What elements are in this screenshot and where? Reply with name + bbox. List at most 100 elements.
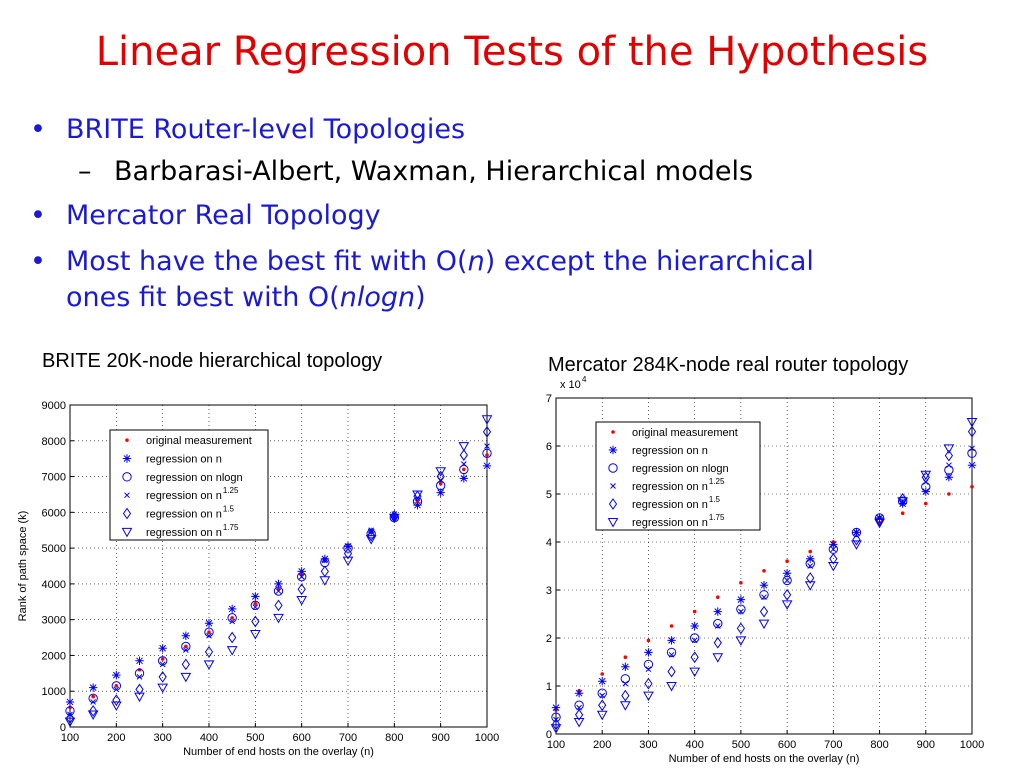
legend-label: regression on n	[632, 517, 708, 529]
bullet-marker: •	[30, 246, 46, 277]
data-point	[944, 449, 953, 462]
data-point	[762, 569, 766, 573]
data-point	[759, 590, 769, 600]
data-point	[782, 575, 792, 586]
data-point	[576, 704, 582, 711]
data-point	[438, 481, 443, 486]
data-point	[110, 701, 122, 712]
y-tick-label: 6000	[42, 507, 66, 519]
data-point	[485, 453, 489, 457]
x-axis-label: Number of end hosts on the overlay (n)	[183, 746, 374, 758]
data-point	[970, 485, 974, 489]
data-point	[807, 563, 814, 569]
x-tick-label: 100	[61, 732, 79, 744]
data-point	[181, 658, 190, 671]
legend-marker	[122, 472, 132, 482]
series-4	[65, 425, 492, 724]
data-point	[874, 513, 885, 523]
chart-right: 100 200 300 400 500 600 700 800 900 1000 0 1 2 3 4 5 6 7 N…	[546, 375, 984, 765]
legend-label-exponent: 1.75	[223, 523, 239, 532]
data-point	[829, 540, 838, 549]
y-tick-label: 9000	[42, 400, 66, 412]
data-point	[90, 699, 97, 705]
data-point	[923, 501, 928, 506]
x-tick-label: 600	[292, 732, 310, 744]
data-point	[551, 718, 561, 731]
data-point	[321, 557, 328, 564]
data-point	[667, 665, 676, 678]
data-point	[227, 604, 237, 614]
y-tick-label: 1	[546, 681, 552, 693]
bullet-text-part: ) except the hierarchical	[484, 246, 814, 277]
data-point	[204, 645, 214, 658]
data-point	[65, 697, 75, 707]
data-point	[967, 461, 977, 470]
data-point	[366, 527, 376, 537]
y-tick-label: 0	[546, 729, 552, 741]
data-point	[274, 599, 283, 612]
data-point	[320, 554, 330, 564]
data-point	[436, 470, 445, 483]
data-point	[297, 567, 306, 576]
data-point	[435, 467, 447, 477]
data-point	[666, 682, 677, 692]
data-point	[668, 651, 675, 658]
legend-label-exponent: 1.75	[709, 513, 725, 522]
legend-marker	[121, 527, 133, 538]
sub-bullet-text: Barbarasi-Albert, Waxman, Hierarchical m…	[114, 156, 754, 187]
legend-box	[109, 429, 269, 541]
y-tick-label: 8000	[42, 436, 66, 448]
data-point	[736, 604, 746, 614]
data-point	[944, 473, 954, 482]
y-multiplier-exponent: 4	[582, 375, 587, 384]
legend-label: regression on n	[632, 481, 708, 493]
data-point	[134, 692, 145, 703]
y-tick-label: 4000	[42, 579, 66, 591]
legend-label: original measurement	[146, 435, 252, 447]
y-tick-label: 5	[546, 489, 552, 501]
legend-label: regression on n	[632, 499, 708, 511]
legend-marker	[125, 438, 129, 442]
data-point	[274, 579, 283, 589]
x-tick-label: 700	[824, 739, 842, 751]
data-point	[667, 636, 676, 645]
data-point	[159, 661, 166, 668]
data-point	[135, 656, 144, 666]
data-point	[669, 624, 674, 628]
data-point	[296, 572, 307, 582]
bullet-marker: •	[30, 200, 46, 231]
data-point	[921, 487, 930, 496]
data-point	[206, 632, 212, 639]
data-point	[230, 616, 234, 620]
data-point	[229, 618, 236, 625]
data-point	[690, 621, 699, 631]
x-tick-label: 800	[870, 739, 888, 751]
data-point	[827, 562, 839, 572]
bullet-text-italic: nlogn	[339, 282, 416, 313]
data-point	[297, 583, 306, 596]
data-point	[160, 657, 165, 661]
data-point	[250, 600, 261, 611]
data-point	[830, 546, 837, 553]
x-tick-label: 700	[339, 732, 357, 744]
x-tick-label: 600	[778, 739, 796, 751]
data-point	[113, 686, 120, 693]
data-point	[852, 533, 861, 546]
bullet-text: Mercator Real Topology	[66, 200, 381, 231]
series-1	[65, 461, 492, 707]
data-point	[365, 535, 377, 545]
chart-title-left: BRITE 20K-node hierarchical topology	[42, 350, 383, 372]
data-point	[249, 629, 261, 640]
series-5	[64, 415, 493, 728]
data-point	[253, 601, 258, 606]
x-tick-label: 1000	[960, 739, 984, 751]
data-point	[158, 644, 167, 653]
data-point	[713, 636, 722, 649]
data-point	[713, 607, 722, 616]
y-axis-label: Rank of path space (k)	[17, 511, 29, 622]
data-point	[482, 425, 492, 438]
data-point	[157, 683, 169, 694]
bullet-marker: •	[30, 114, 46, 145]
y-tick-label: 6	[546, 441, 552, 453]
legend-label: original measurement	[632, 427, 738, 439]
